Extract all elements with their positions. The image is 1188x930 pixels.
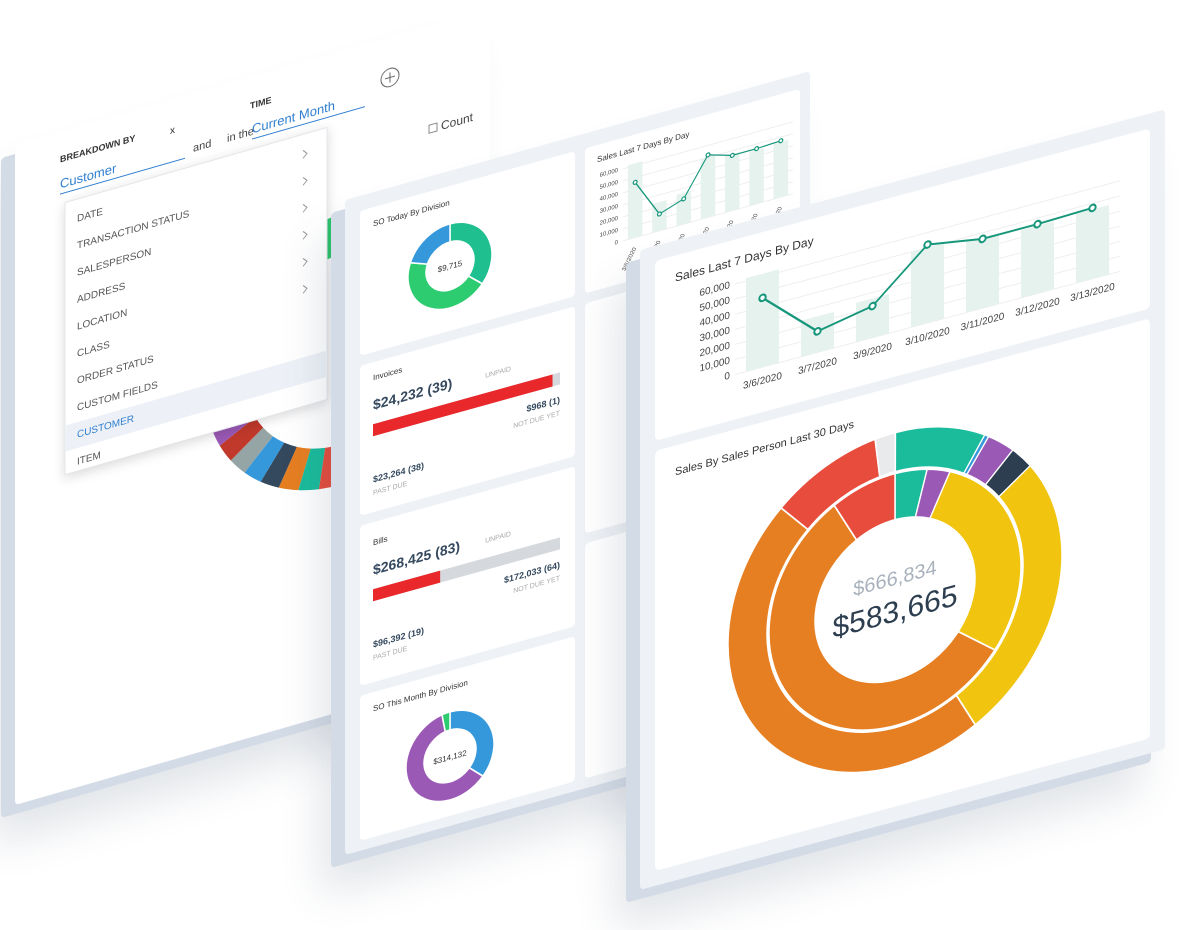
bar: [700, 155, 716, 220]
pie-slice: [278, 446, 311, 491]
sales-panel: Sales Last 7 Days By Day Sales By Sales …: [640, 109, 1165, 891]
point: [758, 293, 767, 303]
bar: [911, 243, 944, 328]
point: [705, 152, 711, 158]
donut-slice: [407, 261, 484, 311]
underline: [252, 106, 365, 140]
grid-line: [623, 121, 793, 170]
bar-past-due: [373, 374, 553, 437]
bar: [627, 161, 643, 240]
donut-slice: [833, 472, 896, 541]
bar: [966, 232, 999, 313]
y-tick-label: 0: [724, 371, 730, 383]
y-tick-label: 0: [615, 239, 619, 247]
card-title: Bills: [373, 534, 388, 547]
bar: [856, 294, 889, 343]
bar: [746, 269, 779, 372]
menu-highlight: [66, 350, 326, 452]
pie-slice: [260, 442, 297, 488]
point: [813, 326, 822, 336]
chevron: [302, 284, 308, 294]
donut-slice: [727, 506, 977, 774]
label: BREAKDOWN BY: [60, 133, 135, 164]
chevron: [302, 230, 308, 240]
pie-slice: [318, 444, 340, 490]
chevron: [302, 149, 308, 159]
donut-slice: [768, 504, 996, 731]
chevron: [302, 176, 308, 186]
card: [360, 307, 575, 515]
donut-slice: [405, 713, 484, 803]
checkbox[interactable]: [428, 122, 438, 134]
sales-view: Sales Last 7 Days By Day Sales By Sales …: [655, 129, 1150, 870]
point: [754, 146, 760, 152]
close[interactable]: x: [170, 125, 175, 137]
point: [656, 211, 662, 217]
point: [778, 138, 784, 144]
add-icon: [385, 72, 395, 83]
bar: [676, 190, 691, 227]
pie-slice: [298, 447, 326, 491]
chevron: [302, 203, 308, 213]
checkbox-label: Count: [441, 110, 474, 133]
point: [1088, 203, 1097, 213]
breakdown-select[interactable]: Customer: [60, 160, 117, 191]
bar: [773, 139, 789, 200]
chevron: [302, 257, 308, 267]
underline: [60, 157, 185, 195]
grid-line: [735, 180, 1120, 285]
point: [632, 179, 638, 185]
pie-slice: [244, 436, 285, 482]
pie-slice: [230, 427, 273, 473]
donut-slice: [409, 222, 451, 265]
label: TIME: [250, 95, 271, 111]
point: [729, 152, 735, 159]
bar-past-due: [373, 570, 441, 602]
point: [923, 240, 932, 249]
bar: [725, 152, 740, 213]
add-button[interactable]: [380, 66, 400, 89]
donut-slice: [441, 710, 451, 733]
card: [360, 152, 575, 355]
point: [868, 301, 877, 311]
bar: [1021, 221, 1054, 298]
pie-slice: [219, 417, 264, 461]
bar: [749, 147, 764, 206]
text: and: [193, 138, 211, 155]
card: [360, 467, 575, 685]
point: [1033, 219, 1042, 229]
text: in the: [227, 126, 254, 145]
donut-slice: [780, 438, 881, 531]
point: [978, 234, 987, 244]
point: [681, 196, 687, 202]
bar: [1076, 204, 1109, 284]
